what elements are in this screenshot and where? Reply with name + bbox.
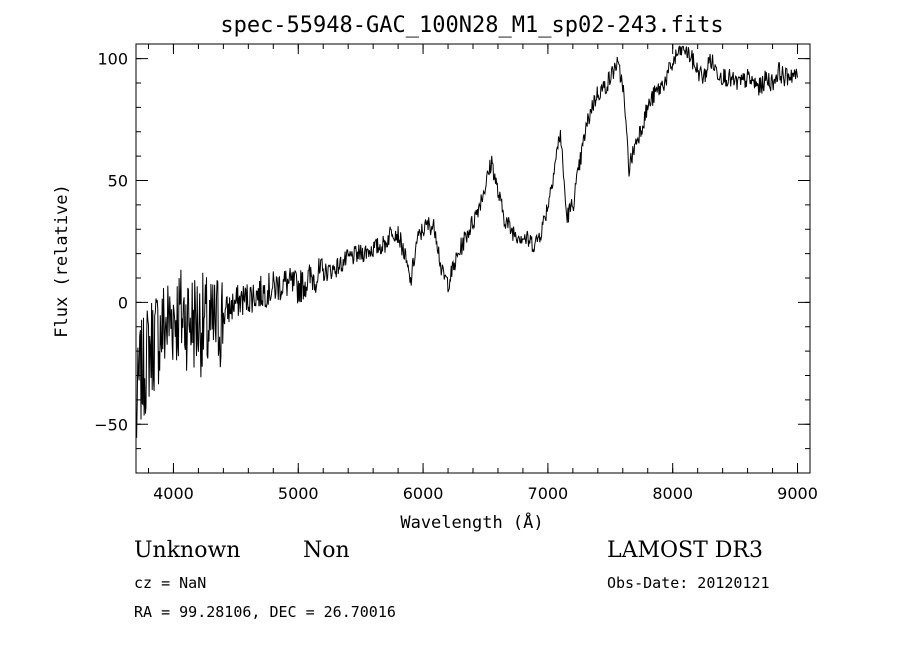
survey-name: LAMOST DR3: [607, 538, 763, 563]
y-axis-label: Flux (relative): [52, 184, 72, 338]
object-class: Unknown: [134, 538, 241, 563]
chart-title: spec-55948-GAC_100N28_M1_sp02-243.fits: [220, 13, 723, 38]
y-tick-label: 0: [118, 293, 128, 312]
x-tick-label: 6000: [403, 484, 444, 503]
chart-texts: spec-55948-GAC_100N28_M1_sp02-243.fits W…: [52, 13, 724, 533]
axis-ticks: 4000 5000 6000 7000 8000 9000 −50 0 50 100: [94, 44, 818, 503]
y-tick-label: 100: [97, 50, 128, 69]
x-tick-label: 9000: [777, 484, 818, 503]
x-tick-label: 7000: [528, 484, 569, 503]
obs-date: Obs-Date: 20120121: [607, 574, 770, 592]
object-subclass: Non: [303, 538, 350, 563]
y-tick-label: −50: [94, 415, 128, 434]
x-tick-label: 8000: [652, 484, 693, 503]
redshift-cz: cz = NaN: [134, 574, 207, 592]
spectrum-line: [135, 45, 798, 438]
axes-frame: [135, 43, 811, 474]
x-tick-label: 4000: [153, 484, 194, 503]
x-axis-label: Wavelength (Å): [400, 511, 543, 533]
x-tick-label: 5000: [278, 484, 319, 503]
y-tick-label: 50: [108, 172, 128, 191]
series-group: [135, 45, 798, 438]
plot-frame: [135, 43, 811, 474]
ra-dec-coords: RA = 99.28106, DEC = 26.70016: [134, 603, 396, 621]
